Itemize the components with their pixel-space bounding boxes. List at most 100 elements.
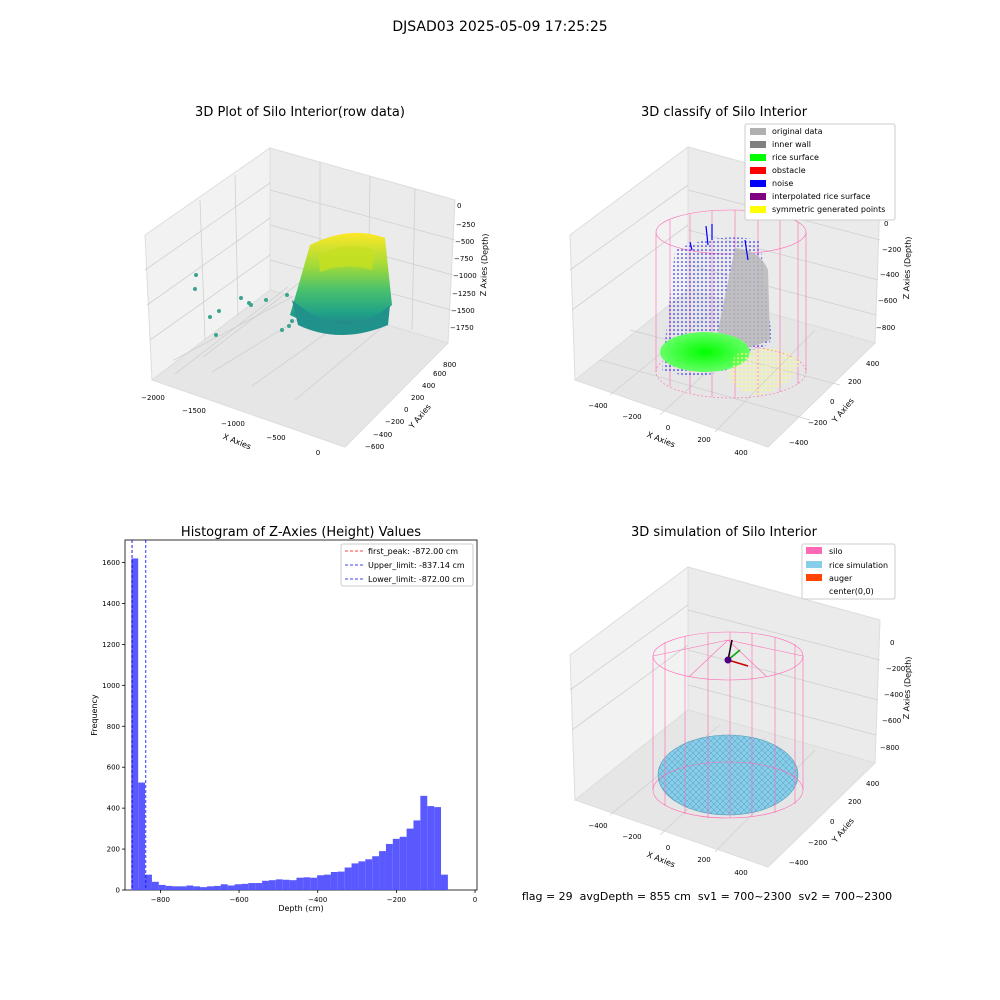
hist-bar: [296, 877, 304, 890]
hist-bar: [213, 885, 221, 890]
hist-bar: [179, 886, 187, 890]
hist-bar: [427, 806, 435, 890]
sim-legend-label: rice simulation: [829, 561, 888, 570]
sim-y-tick: 200: [848, 798, 861, 806]
raw-z-ticks: 0 −250 −500 −750 −1000 −1250 −1500 −1750: [450, 202, 477, 332]
raw-silo-cloud: [290, 232, 392, 335]
legend-swatch-inner-wall: [750, 141, 766, 148]
hist-x-tick-label: −800: [151, 896, 170, 904]
classify-x-label: X Axies: [646, 430, 677, 449]
hist-x-tick-label: −400: [308, 896, 327, 904]
hist-bar: [406, 828, 414, 890]
legend-label: interpolated rice surface: [772, 192, 870, 201]
classify-noise-streaks: [689, 224, 749, 261]
classify-y-tick: 0: [830, 398, 834, 406]
hist-bar: [200, 887, 208, 890]
hist-bar: [324, 874, 331, 890]
legend-label: noise: [772, 179, 793, 188]
raw-z-tick: −1750: [450, 324, 474, 332]
hist-bar: [344, 867, 352, 890]
raw-y-tick: 200: [411, 394, 424, 402]
classify-legend-box: [744, 123, 896, 221]
raw-z-label: Z Axies (Depth): [479, 233, 490, 296]
sim-legend-swatch-silo: [806, 547, 822, 554]
sim-z-ticks: 0 −200 −400 −600 −800: [880, 639, 905, 752]
raw-y-tick: −200: [385, 418, 404, 426]
sim-legend: silo rice simulation auger center(0,0): [801, 543, 896, 600]
panel-simulation-3d: 3D simulation of Silo Interior: [569, 525, 913, 877]
hist-bar: [392, 838, 400, 890]
raw-z-tick: 0: [457, 202, 461, 210]
hist-bar: [282, 879, 290, 890]
footer-status: flag = 29 avgDepth = 855 cm sv1 = 700~23…: [522, 890, 892, 903]
panel-classify-title: 3D classify of Silo Interior: [641, 105, 808, 120]
sim-x-tick: 400: [734, 869, 747, 877]
hist-x-tick-label: −200: [387, 896, 406, 904]
hist-y-ticks: 0 200 400 600 800 1000 1200 1400 1600: [102, 559, 125, 895]
sim-x-tick: −400: [588, 822, 607, 830]
figure-title: DJSAD03 2025-05-09 17:25:25: [392, 19, 607, 35]
legend-swatch-noise: [750, 180, 766, 187]
hist-bar: [131, 558, 139, 890]
legend-label: obstacle: [772, 166, 806, 175]
hist-x-tick-label: −600: [229, 896, 248, 904]
sim-x-label: X Axies: [646, 850, 677, 869]
panel-simulation-title: 3D simulation of Silo Interior: [631, 525, 818, 540]
classify-symmetric-points: [728, 348, 800, 395]
raw-y-tick: 600: [433, 370, 446, 378]
hist-bar: [310, 877, 318, 890]
raw-z-tick: −1500: [451, 307, 475, 315]
classify-x-tick: 200: [697, 436, 710, 444]
hist-title: Histogram of Z-Axies (Height) Values: [181, 525, 421, 540]
hist-bar: [289, 880, 297, 890]
raw-y-label: Y Axies: [407, 402, 433, 431]
sim-z-label: Z Axies (Depth): [902, 656, 913, 719]
classify-z-label: Z Axies (Depth): [902, 236, 913, 299]
hist-bar: [138, 782, 146, 890]
classify-y-tick: −400: [789, 439, 808, 447]
classify-y-ticks: −400 −200 0 200 400: [789, 360, 879, 447]
hist-y-tick-label: 1400: [102, 600, 120, 608]
classify-y-tick: 400: [866, 360, 879, 368]
hist-bar: [385, 843, 393, 890]
sim-legend-box: [801, 543, 896, 600]
classify-z-tick: −200: [882, 246, 901, 254]
raw-y-ticks: −600 −400 −200 0 200 400 600 800: [365, 361, 456, 451]
classify-legend: original data inner wall rice surface ob…: [744, 123, 896, 221]
hist-bar: [317, 875, 325, 890]
sim-x-tick: −200: [622, 833, 641, 841]
panel-raw-title: 3D Plot of Silo Interior(row data): [195, 105, 405, 120]
hist-x-label: Depth (cm): [278, 904, 323, 913]
sim-z-tick: −400: [884, 691, 903, 699]
hist-legend: first_peak: -872.00 cm Upper_limit: -837…: [340, 543, 474, 587]
classify-x-tick: −400: [588, 402, 607, 410]
sim-legend-swatch-auger: [806, 574, 822, 581]
classify-z-tick: 0: [884, 220, 888, 228]
hist-y-tick-label: 1000: [102, 682, 120, 690]
sim-center-point: [724, 656, 732, 664]
raw-z-tick: −750: [454, 255, 473, 263]
hist-bar: [248, 883, 256, 890]
legend-swatch-obstacle: [750, 167, 766, 174]
hist-legend-label: Upper_limit: -837.14 cm: [368, 561, 465, 570]
hist-legend-box: [340, 543, 474, 587]
hist-bar: [413, 820, 421, 890]
sim-z-tick: −600: [882, 717, 901, 725]
classify-x-tick: −200: [622, 413, 641, 421]
legend-swatch-rice-surface: [750, 154, 766, 161]
legend-label: original data: [772, 127, 823, 136]
hist-bar: [268, 880, 276, 890]
hist-bar: [337, 871, 345, 890]
sim-z-tick: 0: [890, 639, 894, 647]
classify-rice-surface: [660, 332, 750, 372]
legend-label: rice surface: [772, 153, 819, 162]
sim-legend-label: center(0,0): [829, 587, 874, 596]
raw-y-tick: −400: [373, 431, 392, 439]
hist-bar: [379, 851, 386, 890]
hist-y-tick-label: 200: [107, 846, 120, 854]
raw-x-tick: −2000: [141, 394, 165, 402]
hist-bar: [358, 861, 366, 890]
hist-bar: [186, 885, 194, 890]
hist-y-tick-label: 400: [107, 805, 120, 813]
